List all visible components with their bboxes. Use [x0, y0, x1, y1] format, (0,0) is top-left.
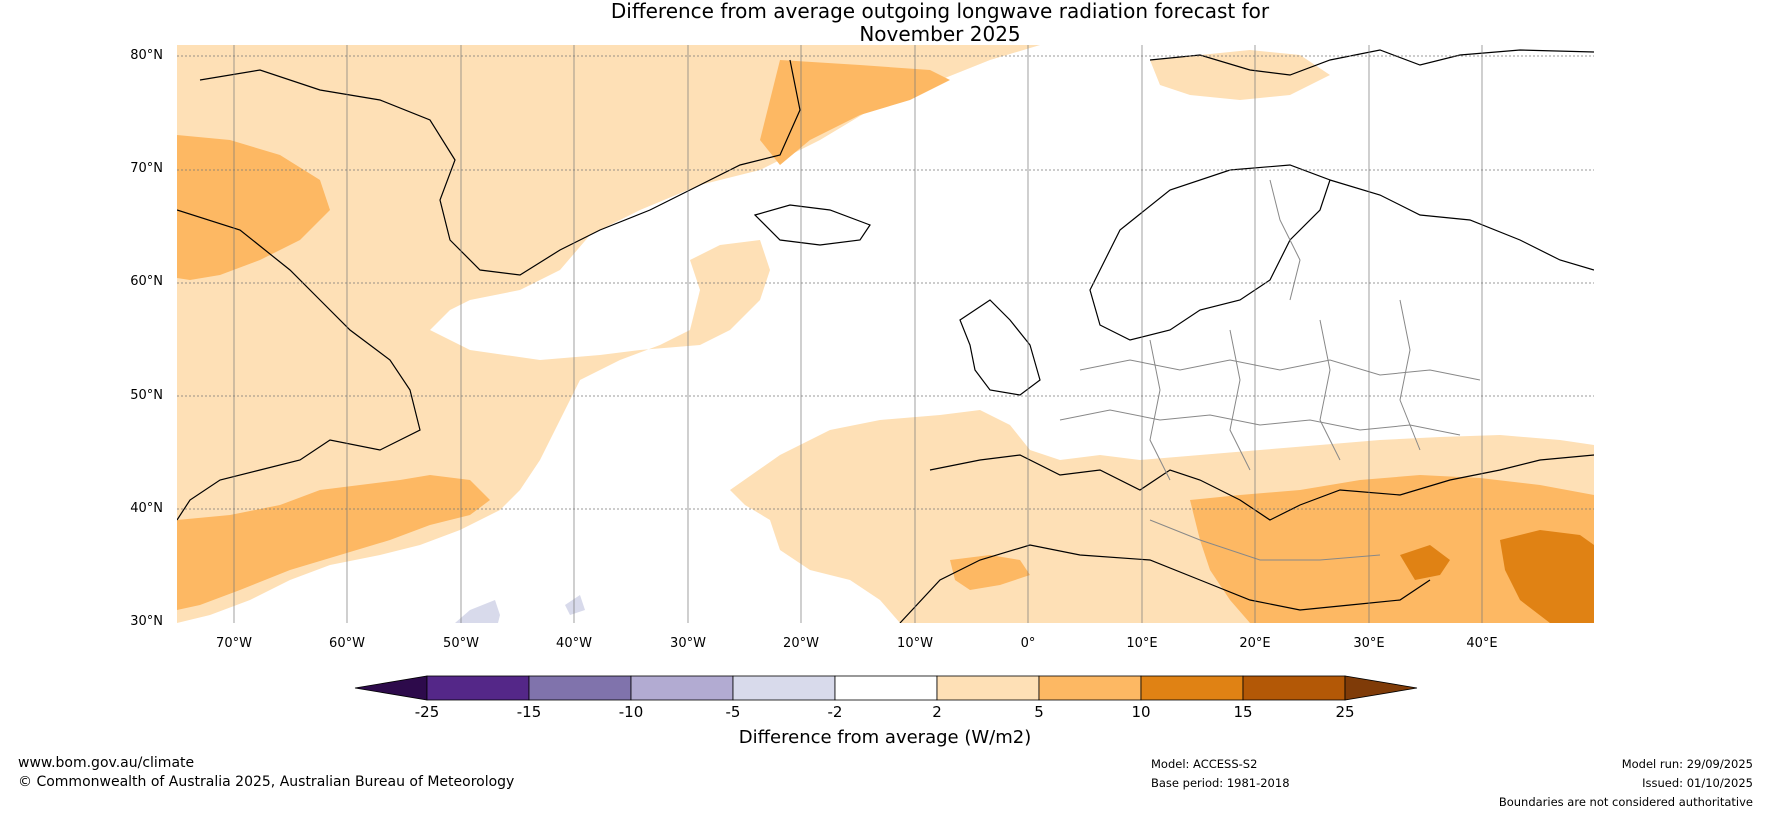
map-title-line2: November 2025 [859, 22, 1021, 46]
lat-label: 30°N [130, 614, 163, 629]
boundary-line [1149, 339, 1171, 481]
footer-disclaimer: Boundaries are not considered authoritat… [1498, 795, 1753, 809]
colorbar [354, 675, 1418, 701]
lat-label: 80°N [130, 48, 163, 63]
colorbar-segment [528, 675, 632, 701]
lat-label: 70°N [130, 161, 163, 176]
boundary-line [1079, 359, 1481, 381]
country-boundaries [1059, 179, 1481, 561]
colorbar-segment [1242, 675, 1346, 701]
coastline-british-isles [959, 299, 1041, 396]
gridlines [233, 45, 1483, 623]
anomaly-region-levant [1400, 545, 1450, 580]
anomaly-region-north-sea [1150, 50, 1330, 100]
lon-label: 20°E [1239, 636, 1271, 651]
boundary-line [1319, 319, 1341, 461]
anomaly-region-greenland-east [760, 60, 950, 165]
lon-label: 30°W [670, 636, 706, 651]
lat-gridlines [177, 55, 1594, 510]
anomaly-region-mediterranean [1190, 475, 1594, 623]
colorbar-segment [834, 675, 938, 701]
colorbar-segment [630, 675, 734, 701]
anomaly-fields [177, 45, 1594, 623]
boundary-line [1149, 519, 1381, 561]
anomaly-region-subtropical-atlantic [177, 475, 490, 610]
footer-model: Model: ACCESS-S2 [1151, 757, 1258, 771]
colorbar-tick: -25 [414, 703, 440, 721]
lon-label: 40°E [1466, 636, 1498, 651]
anomaly-region-baffin [177, 135, 330, 280]
colorbar-segment [936, 675, 1040, 701]
coastline-iceland [753, 204, 871, 246]
lon-label: 70°W [216, 636, 252, 651]
colorbar-tick: 15 [1233, 703, 1253, 721]
lon-label: 60°W [329, 636, 365, 651]
boundary-line [1269, 179, 1301, 301]
colorbar-tick: -10 [618, 703, 644, 721]
footer-website: www.bom.gov.au/climate [18, 755, 195, 771]
boundary-line [1229, 329, 1251, 471]
footer-issued: Issued: 01/10/2025 [1642, 776, 1753, 790]
footer-base-period: Base period: 1981-2018 [1151, 776, 1290, 790]
anomaly-region-atlantic-neg [565, 595, 585, 615]
boundary-line [1059, 409, 1461, 436]
map-title: Difference from average outgoing longwav… [480, 0, 1400, 46]
footer-copyright: © Commonwealth of Australia 2025, Austra… [18, 774, 515, 790]
coastline-svalbard-arctic [1149, 49, 1594, 76]
lon-label: 40°W [556, 636, 592, 651]
lon-label: 10°W [897, 636, 933, 651]
map-title-line1: Difference from average outgoing longwav… [610, 0, 1270, 23]
coastline-russia-north [1329, 179, 1594, 271]
coastline-greenland [199, 59, 801, 276]
anomaly-region-iberia-coast [950, 555, 1030, 590]
coastlines [177, 49, 1594, 623]
colorbar-segment [732, 675, 836, 701]
colorbar-tick: 10 [1131, 703, 1151, 721]
lon-label: 20°W [783, 636, 819, 651]
colorbar-extend-high [1344, 675, 1418, 701]
colorbar-extend-low [354, 675, 428, 701]
lon-label: 0° [1020, 636, 1036, 651]
coastline-europe-south [929, 454, 1594, 521]
coastline-north-africa [899, 544, 1431, 623]
colorbar-tick: -5 [725, 703, 741, 721]
lat-label: 50°N [130, 388, 163, 403]
boundary-line [1399, 299, 1421, 451]
coastline-north-america [177, 209, 421, 521]
footer-model-run: Model run: 29/09/2025 [1621, 757, 1753, 771]
colorbar-tick: 2 [932, 703, 942, 721]
anomaly-region-azores-neg [455, 600, 500, 623]
colorbar-tick: -15 [516, 703, 542, 721]
colorbar-segment [1038, 675, 1142, 701]
lon-label: 50°W [443, 636, 479, 651]
lon-label: 10°E [1126, 636, 1158, 651]
colorbar-segment [1140, 675, 1244, 701]
lon-label: 30°E [1353, 636, 1385, 651]
colorbar-segment [426, 675, 530, 701]
colorbar-tick: -2 [827, 703, 843, 721]
lat-label: 40°N [130, 501, 163, 516]
lat-label: 60°N [130, 274, 163, 289]
colorbar-tick: 5 [1034, 703, 1044, 721]
anomaly-region-middle-east [1500, 530, 1594, 623]
colorbar-label: Difference from average (W/m2) [738, 727, 1032, 748]
anomaly-region-west-atlantic [177, 45, 1040, 623]
colorbar-tick: 25 [1335, 703, 1355, 721]
